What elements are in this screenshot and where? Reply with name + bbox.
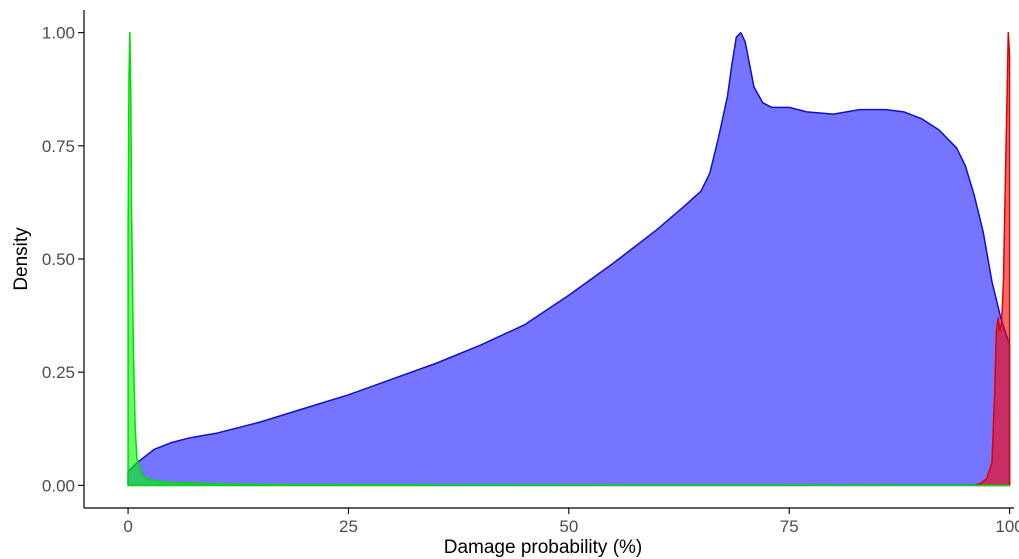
y-tick-label: 0.75 (42, 137, 75, 156)
y-tick-label: 0.50 (42, 250, 75, 269)
density-area-2 (973, 31, 1011, 487)
y-tick-label: 0.25 (42, 363, 75, 382)
x-axis-title: Damage probability (%) (444, 537, 643, 558)
x-tick-label: 75 (780, 517, 799, 536)
x-axis-ticks: 0 25 50 75 100 (123, 508, 1019, 536)
density-areas (127, 31, 1011, 487)
x-tick-label: 25 (339, 517, 358, 536)
y-tick-label: 1.00 (42, 24, 75, 43)
density-area-3 (127, 31, 1011, 487)
x-tick-label: 50 (559, 517, 578, 536)
y-axis-ticks: 0.00 0.25 0.50 0.75 1.00 (42, 24, 84, 495)
x-tick-label: 100 (995, 517, 1019, 536)
x-tick-label: 0 (123, 517, 132, 536)
density-area-1 (127, 31, 1011, 487)
y-axis-title: Density (11, 227, 32, 291)
y-tick-label: 0.00 (42, 476, 75, 495)
